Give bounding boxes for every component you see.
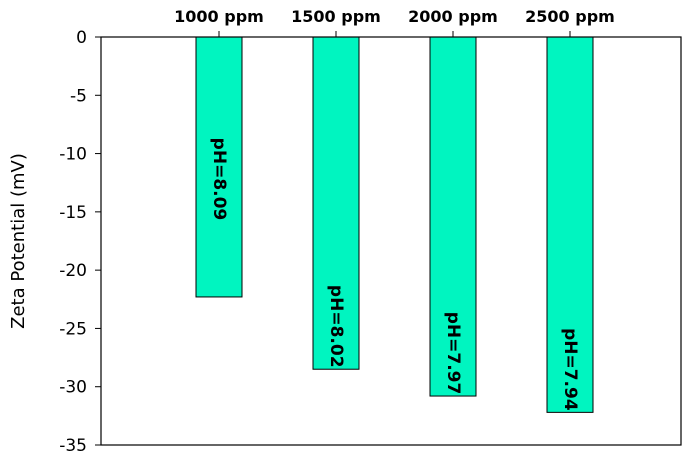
y-tick-label: -5 bbox=[70, 86, 87, 106]
y-tick-label: -35 bbox=[59, 436, 87, 456]
y-tick-label: -25 bbox=[59, 319, 87, 339]
bar-1 bbox=[312, 36, 360, 370]
bar-0 bbox=[195, 36, 243, 298]
y-tick-label: -30 bbox=[59, 378, 87, 398]
category-label: 2000 ppm bbox=[408, 7, 498, 26]
bars-layer bbox=[195, 36, 594, 413]
x-axis-ticks: 1000 ppm 1500 ppm 2000 ppm 2500 ppm bbox=[174, 7, 615, 37]
bar-3 bbox=[546, 36, 594, 413]
y-tick-label: 0 bbox=[76, 28, 87, 48]
category-label: 2500 ppm bbox=[525, 7, 615, 26]
y-tick-label: -15 bbox=[59, 203, 87, 223]
category-label: 1000 ppm bbox=[174, 7, 264, 26]
bar-labels-layer: pH=8.09 pH=8.02 pH=7.97 pH=7.94 bbox=[209, 138, 580, 411]
y-tick-label: -20 bbox=[59, 261, 87, 281]
bar-value-label: pH=8.09 bbox=[209, 138, 229, 221]
y-tick-label: -10 bbox=[59, 145, 87, 165]
y-axis-title: Zeta Potential (mV) bbox=[8, 153, 29, 329]
plot-frame bbox=[100, 36, 682, 446]
bar-value-label: pH=7.97 bbox=[443, 312, 463, 395]
bar-value-label: pH=7.94 bbox=[560, 328, 580, 411]
category-label: 1500 ppm bbox=[291, 7, 381, 26]
y-axis-ticks: 0 -5 -10 -15 -20 -25 -30 -35 bbox=[59, 28, 101, 456]
bar-value-label: pH=8.02 bbox=[326, 285, 346, 368]
